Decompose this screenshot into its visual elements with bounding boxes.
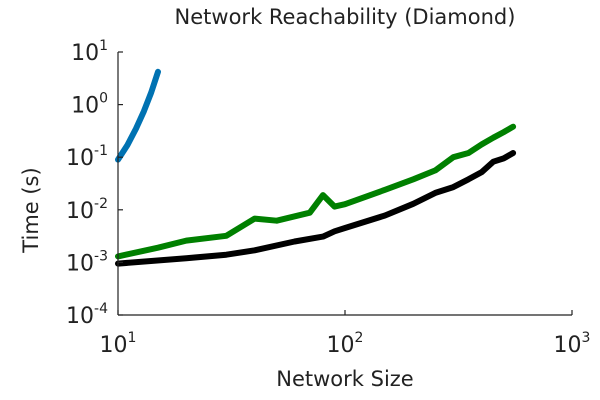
y-tick-label: 10-4 [66, 301, 108, 329]
tick-layer: 101 102 103 101 100 10-1 10-2 10-3 10-4 [66, 38, 590, 358]
y-tick-label: 100 [71, 91, 108, 119]
y-tick-label: 10-1 [66, 143, 108, 171]
x-axis-label: Network Size [276, 367, 413, 391]
series-line-3 [115, 150, 517, 267]
y-tick-label: 101 [71, 38, 108, 66]
chart-title: Network Reachability (Diamond) [175, 5, 516, 29]
series-line-2 [115, 123, 517, 260]
x-tick-label: 103 [554, 330, 591, 358]
x-tick-label: 101 [100, 330, 137, 358]
y-tick-label: 10-3 [66, 248, 108, 276]
y-axis-label: Time (s) [19, 167, 43, 253]
axis-layer [117, 52, 572, 316]
y-tick-label: 10-2 [66, 196, 108, 224]
series-line-1 [115, 68, 161, 163]
series-layer [115, 68, 517, 267]
x-tick-label: 102 [327, 330, 364, 358]
